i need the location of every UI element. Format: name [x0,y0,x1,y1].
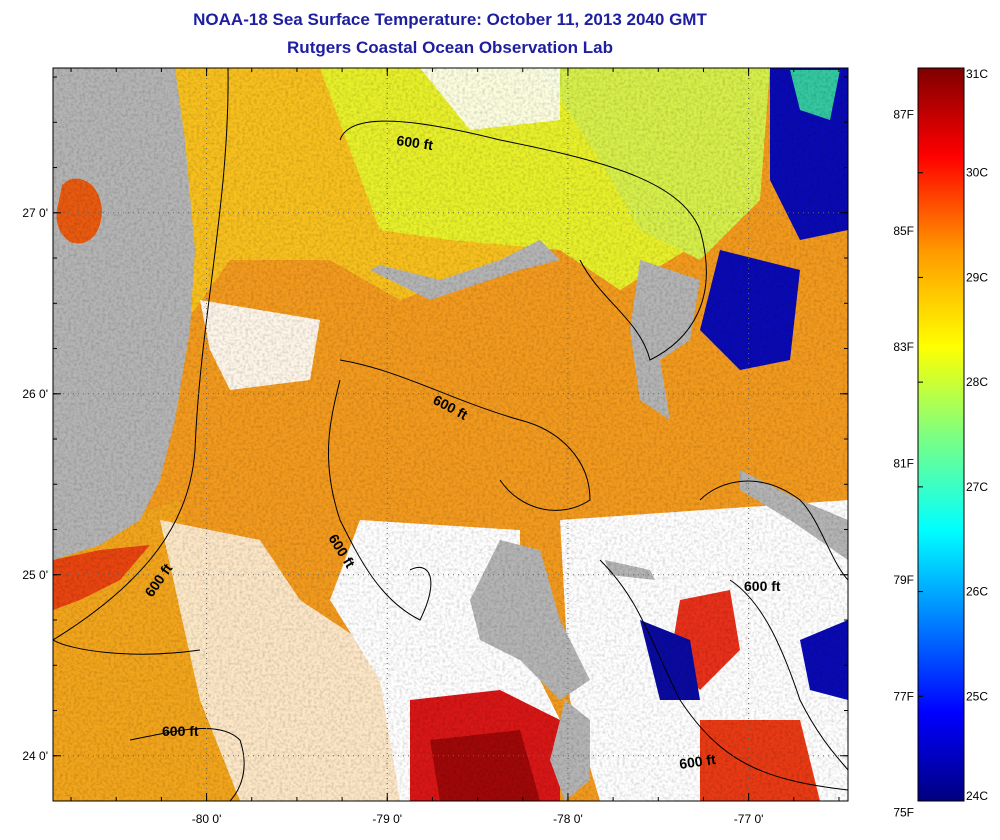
map-subtitle: Rutgers Coastal Ocean Observation Lab [287,38,613,57]
map-area [53,68,848,801]
map-grid [53,68,848,801]
colorbar-fahrenheit-label: 87F [893,108,914,122]
colorbar-celsius-label: 27C [966,480,988,494]
contour-label-600ft: 600 ft [162,723,199,739]
lat-tick-label: 25 0' [22,568,48,582]
cloud-speckle [53,68,848,801]
contour-label-600ft: 600 ft [744,578,781,594]
map-frame [52,67,849,802]
lon-tick-label: -79 0' [372,812,402,826]
colorbar-fahrenheit-label: 81F [893,457,914,471]
colorbar-fahrenheit-label: 77F [893,689,914,703]
map-title: NOAA-18 Sea Surface Temperature: October… [193,10,707,29]
colorbar-fahrenheit-label: 85F [893,224,914,238]
lat-tick-label: 27 0' [22,206,48,220]
colorbar-celsius-label: 30C [966,166,988,180]
colorbar [917,67,965,802]
lat-tick-label: 24 0' [22,749,48,763]
lon-tick-label: -80 0' [192,812,222,826]
isobath-contours [53,68,848,801]
lat-tick-label: 26 0' [22,387,48,401]
colorbar-fahrenheit-label: 75F [893,806,914,820]
colorbar-celsius-label: 25C [966,689,988,703]
colorbar-celsius-label: 29C [966,270,988,284]
colorbar-celsius-label: 24C [966,789,988,803]
colorbar-celsius-labels: 31C 30C 29C 28C 27C 26C 25C 24C [918,67,988,803]
latitude-axis: 27 0' 26 0' 25 0' 24 0' [22,76,848,802]
colorbar-celsius-label: 28C [966,375,988,389]
contour-label-600ft: 600 ft [678,751,717,772]
colorbar-fahrenheit-label: 83F [893,340,914,354]
lon-tick-label: -77 0' [734,812,764,826]
lon-tick-label: -78 0' [553,812,583,826]
colorbar-fahrenheit-labels: 87F 85F 83F 81F 79F 77F 75F [893,108,914,820]
colorbar-celsius-label: 26C [966,585,988,599]
colorbar-fahrenheit-label: 79F [893,573,914,587]
contour-label-600ft: 600 ft [396,132,435,153]
colorbar-celsius-label: 31C [966,67,988,81]
longitude-axis: -80 0' -79 0' -78 0' -77 0' [70,68,840,826]
